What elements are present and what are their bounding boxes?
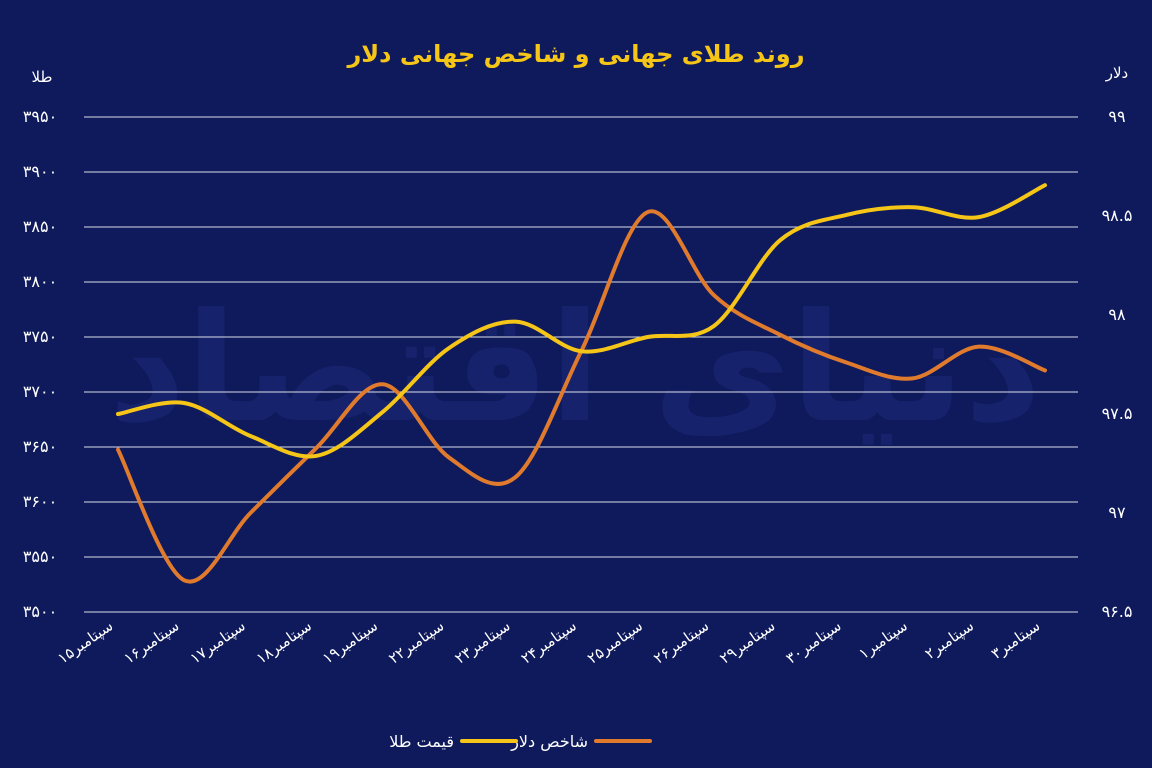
right-axis-ticks: ۹۶.۵ ۹۷ ۹۷.۵ ۹۸ ۹۸.۵ ۹۹ [1102,107,1133,621]
left-tick-label: ۳۷۵۰ [23,327,57,346]
left-tick-label: ۳۶۵۰ [23,437,57,456]
x-tick-label: ۱سپتامبر [855,617,911,664]
x-tick-label: ۲۲سپتامبر [385,617,448,669]
x-axis-ticks: ۱۵سپتامبر ۱۶سپتامبر ۱۷سپتامبر ۱۸سپتامبر ۱۹سپ… [54,617,1044,669]
right-tick-label: ۹۸ [1108,305,1126,324]
left-tick-label: ۳۸۵۰ [23,217,57,236]
x-tick-label: ۲سپتامبر [922,617,978,664]
x-tick-label: ۲۳سپتامبر [452,617,515,669]
series-lines [116,183,1047,584]
x-tick-label: ۱۷سپتامبر [187,617,250,669]
x-tick-label: ۲۵سپتامبر [584,617,647,669]
right-tick-label: ۹۶.۵ [1102,602,1133,621]
legend: شاخص دلار قیمت طلا [389,732,652,752]
left-axis-ticks: ۳۵۰۰ ۳۵۵۰ ۳۶۰۰ ۳۶۵۰ ۳۷۰۰ ۳۷۵۰ ۳۸۰۰ ۳۸۵۰ ۳۹۰۰ ۳۹۵۰ [23,107,57,621]
right-tick-label: ۹۷.۵ [1102,404,1133,423]
x-tick-label: ۲۴سپتامبر [518,617,581,669]
right-tick-label: ۹۸.۵ [1102,206,1133,225]
left-tick-label: ۳۶۰۰ [23,492,57,511]
series-line-dollar [116,209,1047,584]
x-tick-label: ۱۶سپتامبر [120,617,183,669]
x-tick-label: ۲۹سپتامبر [716,617,779,669]
right-tick-label: ۹۹ [1108,107,1125,126]
right-axis-label: دلار [1105,64,1128,82]
legend-label-dollar: شاخص دلار [510,732,588,752]
left-tick-label: ۳۷۰۰ [23,382,57,401]
x-tick-label: ۳۰سپتامبر [783,617,846,669]
left-tick-label: ۳۹۰۰ [23,162,57,181]
x-tick-label: ۱۵سپتامبر [54,617,117,669]
x-tick-label: ۳سپتامبر [988,617,1044,664]
legend-label-gold: قیمت طلا [389,732,454,751]
x-tick-label: ۲۶سپتامبر [650,617,713,669]
left-tick-label: ۳۵۰۰ [23,602,57,621]
left-tick-label: ۳۵۵۰ [23,547,57,566]
left-tick-label: ۳۹۵۰ [23,107,57,126]
gridlines [84,116,1078,613]
right-tick-label: ۹۷ [1108,503,1126,522]
x-tick-label: ۱۹سپتامبر [319,617,382,669]
chart-title: روند طلای جهانی و شاخص جهانی دلار [346,40,804,68]
left-tick-label: ۳۸۰۰ [23,272,57,291]
x-tick-label: ۱۸سپتامبر [253,617,316,669]
left-axis-label: طلا [32,68,53,86]
